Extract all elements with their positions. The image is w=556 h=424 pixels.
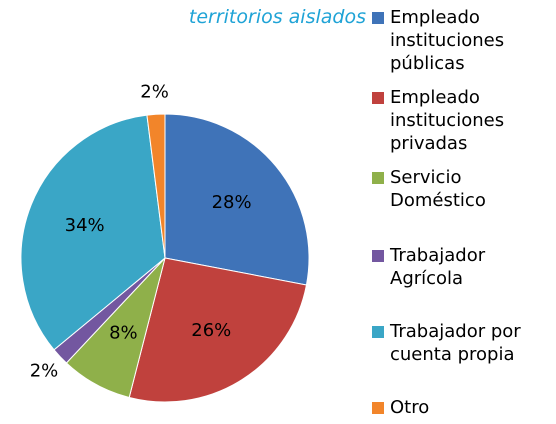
legend-swatch [372,92,384,104]
legend-swatch [372,12,384,24]
legend-label: Servicio Doméstico [390,167,486,211]
data-label: 8% [109,323,138,344]
data-label: 2% [140,81,169,102]
data-label: 34% [65,215,105,236]
legend-item: Empleado instituciones públicas [372,6,525,75]
legend-item: Empleado instituciones privadas [372,86,525,155]
legend-label: Trabajador por cuenta propia [390,321,521,365]
legend-item: Servicio Doméstico [372,166,525,212]
data-label: 28% [212,192,252,213]
pie-slice [128,257,308,403]
legend-label: Empleado instituciones públicas [390,7,505,74]
data-label: 26% [191,320,231,341]
legend-item: Trabajador por cuenta propia [372,320,525,366]
legend-label: Trabajador Agrícola [390,245,486,289]
legend-swatch [372,250,384,262]
legend-item: Trabajador Agrícola [372,244,525,290]
chart-title: territorios aislados [188,6,366,28]
legend-swatch [372,402,384,414]
pie-slice [146,113,166,259]
legend-swatch [372,172,384,184]
legend-item: Otro [372,396,525,419]
legend-label: Empleado instituciones privadas [390,87,505,154]
pie-slice [20,114,166,351]
pie-slice [164,113,310,286]
legend-swatch [372,326,384,338]
data-label: 2% [30,361,59,382]
legend-label: Otro [390,397,430,418]
